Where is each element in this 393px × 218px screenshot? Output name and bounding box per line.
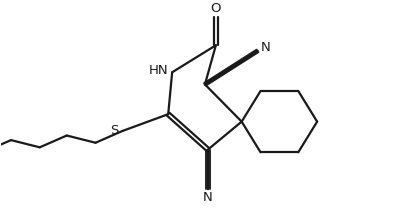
Text: S: S — [110, 124, 119, 136]
Text: N: N — [203, 191, 213, 204]
Text: O: O — [211, 2, 221, 15]
Text: HN: HN — [149, 64, 168, 77]
Text: N: N — [261, 41, 270, 54]
